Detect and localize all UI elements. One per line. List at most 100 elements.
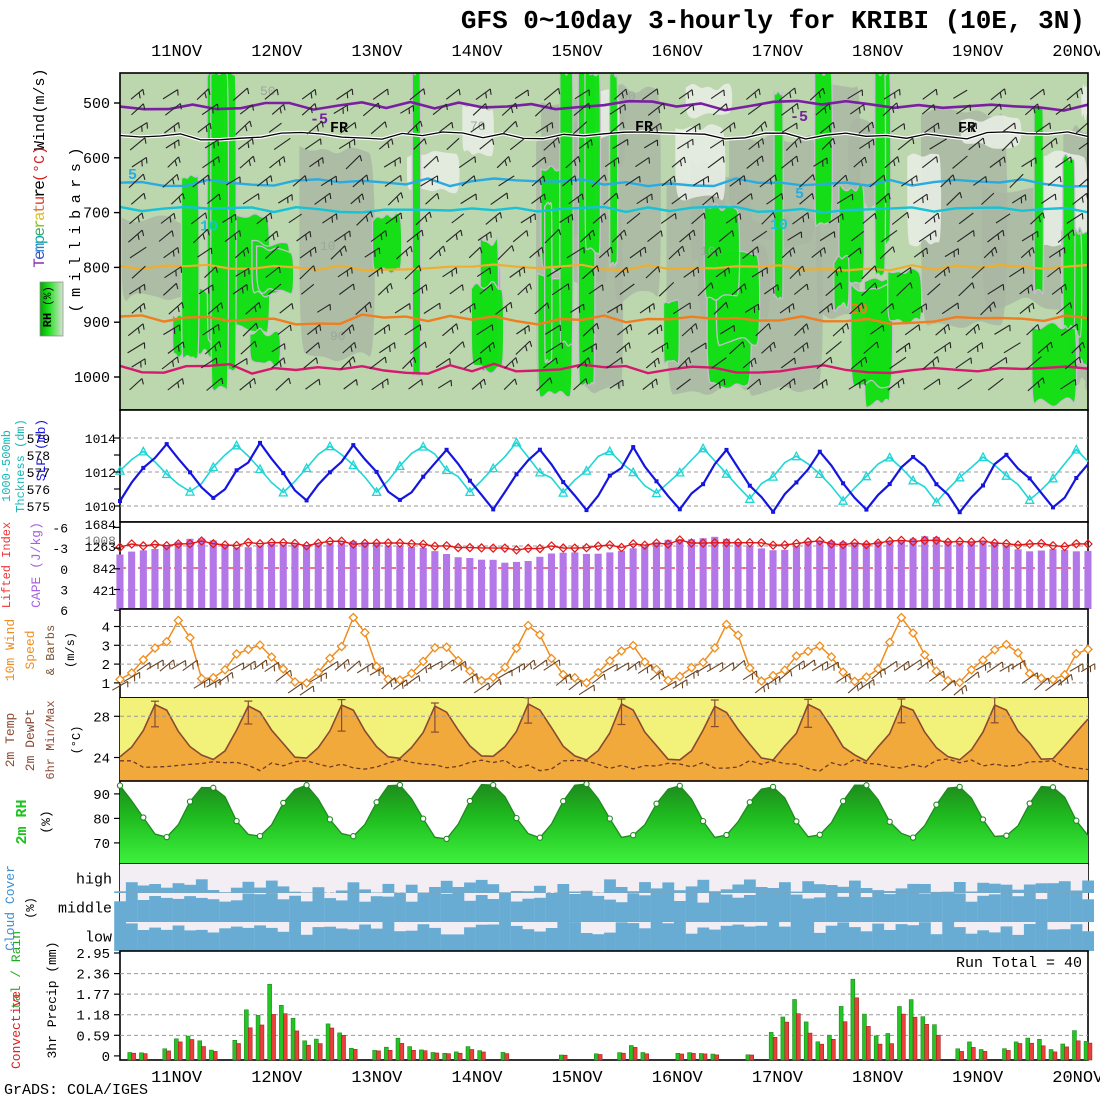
- svg-text:1010: 1010: [85, 500, 116, 515]
- svg-text:2m RH: 2m RH: [14, 799, 31, 844]
- svg-text:11NOV: 11NOV: [151, 43, 203, 62]
- svg-text:SLP (mb): SLP (mb): [34, 419, 49, 481]
- svg-text:2m DewPt: 2m DewPt: [23, 709, 38, 771]
- svg-text:50: 50: [620, 89, 636, 104]
- svg-text:low: low: [85, 930, 112, 947]
- svg-text:1000-500mb: 1000-500mb: [0, 430, 14, 502]
- svg-text:12NOV: 12NOV: [251, 1069, 303, 1088]
- svg-text:l: l: [68, 241, 85, 250]
- svg-text:1684: 1684: [85, 518, 116, 533]
- svg-text:90: 90: [330, 329, 346, 344]
- svg-text:(%): (%): [24, 897, 38, 919]
- svg-text:1: 1: [102, 677, 110, 693]
- svg-text:FR: FR: [635, 119, 653, 136]
- svg-text:1263: 1263: [85, 540, 116, 555]
- svg-text:6hr Min/Max: 6hr Min/Max: [44, 700, 58, 779]
- svg-text:2.95: 2.95: [76, 947, 110, 963]
- svg-text:19NOV: 19NOV: [952, 43, 1004, 62]
- svg-text:(%): (%): [43, 286, 55, 306]
- svg-text:421: 421: [93, 584, 117, 599]
- svg-text:14NOV: 14NOV: [451, 43, 503, 62]
- svg-text:6: 6: [60, 604, 68, 619]
- svg-text:e: e: [31, 180, 49, 190]
- svg-text:16NOV: 16NOV: [652, 43, 704, 62]
- svg-text:i: i: [68, 272, 85, 281]
- svg-text:Thckness (dm): Thckness (dm): [14, 419, 28, 513]
- svg-text:1012: 1012: [85, 466, 116, 481]
- svg-text:500: 500: [83, 96, 110, 113]
- svg-text:600: 600: [83, 151, 110, 168]
- svg-text:Wind: Wind: [32, 114, 49, 150]
- svg-text:11NOV: 11NOV: [151, 1069, 203, 1088]
- svg-text:(: (: [68, 303, 85, 312]
- svg-text:28: 28: [93, 710, 110, 726]
- svg-text:Run Total = 40: Run Total = 40: [956, 955, 1082, 972]
- svg-text:70: 70: [93, 837, 110, 853]
- svg-text:700: 700: [83, 206, 110, 223]
- svg-text:13NOV: 13NOV: [351, 1069, 403, 1088]
- svg-text:900: 900: [83, 315, 110, 332]
- svg-text:1000: 1000: [74, 370, 110, 387]
- svg-text:RH: RH: [41, 313, 55, 327]
- svg-text:20NOV: 20NOV: [1052, 43, 1100, 62]
- svg-text:2.36: 2.36: [76, 968, 110, 984]
- svg-text:16NOV: 16NOV: [652, 1069, 704, 1088]
- svg-text:Lifted Index: Lifted Index: [0, 522, 14, 608]
- svg-text:s: s: [68, 163, 85, 172]
- svg-text:19NOV: 19NOV: [952, 1069, 1004, 1088]
- svg-text:3: 3: [102, 639, 110, 655]
- svg-text:(°C): (°C): [70, 726, 84, 755]
- svg-text:18NOV: 18NOV: [852, 1069, 904, 1088]
- svg-text:90: 90: [93, 788, 110, 804]
- svg-text:Speed: Speed: [23, 630, 38, 669]
- svg-text:a: a: [68, 194, 85, 203]
- svg-text:i: i: [68, 225, 85, 234]
- svg-text:575: 575: [27, 500, 50, 515]
- svg-text:-5: -5: [310, 112, 328, 129]
- svg-text:800: 800: [83, 260, 110, 277]
- svg-text:14NOV: 14NOV: [451, 1069, 503, 1088]
- svg-text:high: high: [76, 872, 112, 889]
- svg-text:GrADS: COLA/IGES: GrADS: COLA/IGES: [4, 1082, 148, 1099]
- svg-text:(%): (%): [39, 810, 54, 833]
- svg-text:15NOV: 15NOV: [552, 43, 604, 62]
- svg-text:576: 576: [27, 483, 50, 498]
- svg-text:5: 5: [795, 186, 804, 203]
- svg-text:80: 80: [93, 812, 110, 828]
- svg-text:-6: -6: [52, 521, 68, 536]
- svg-text:-3: -3: [52, 542, 68, 557]
- svg-text:1.77: 1.77: [76, 988, 110, 1004]
- svg-text:0: 0: [102, 1050, 110, 1066]
- svg-text:0: 0: [60, 563, 68, 578]
- svg-text:13NOV: 13NOV: [351, 43, 403, 62]
- svg-text:12NOV: 12NOV: [251, 43, 303, 62]
- svg-text:10: 10: [770, 217, 788, 234]
- svg-text:24: 24: [93, 752, 110, 768]
- svg-text:r: r: [68, 179, 85, 188]
- svg-text:3: 3: [60, 584, 68, 599]
- svg-text:(m/s): (m/s): [64, 632, 78, 668]
- svg-text:): ): [68, 147, 85, 156]
- svg-text:(m/s): (m/s): [32, 68, 49, 113]
- svg-text:17NOV: 17NOV: [752, 1069, 804, 1088]
- svg-text:842: 842: [93, 562, 116, 577]
- svg-text:Convective: Convective: [9, 991, 24, 1069]
- svg-text:20NOV: 20NOV: [1052, 1069, 1100, 1088]
- svg-text:m: m: [68, 288, 85, 297]
- svg-text:FR: FR: [330, 120, 348, 137]
- svg-text:1014: 1014: [85, 432, 116, 447]
- svg-text:l: l: [68, 257, 85, 266]
- svg-text:3hr Precip (mm): 3hr Precip (mm): [45, 941, 60, 1058]
- svg-text:middle: middle: [58, 901, 112, 918]
- svg-text:4: 4: [102, 621, 110, 637]
- svg-text:10: 10: [320, 239, 336, 254]
- svg-text:GFS 0~10day 3-hourly for KRIBI: GFS 0~10day 3-hourly for KRIBI (10E, 3N): [461, 6, 1085, 36]
- svg-text:b: b: [68, 210, 85, 219]
- svg-text:15NOV: 15NOV: [552, 1069, 604, 1088]
- svg-text:10m Wind: 10m Wind: [3, 619, 18, 681]
- svg-text:10: 10: [700, 244, 716, 259]
- svg-text:CAPE (J/kg): CAPE (J/kg): [29, 522, 44, 608]
- svg-text:17NOV: 17NOV: [752, 43, 804, 62]
- svg-text:1.18: 1.18: [76, 1009, 110, 1025]
- svg-text:& Barbs: & Barbs: [44, 625, 58, 675]
